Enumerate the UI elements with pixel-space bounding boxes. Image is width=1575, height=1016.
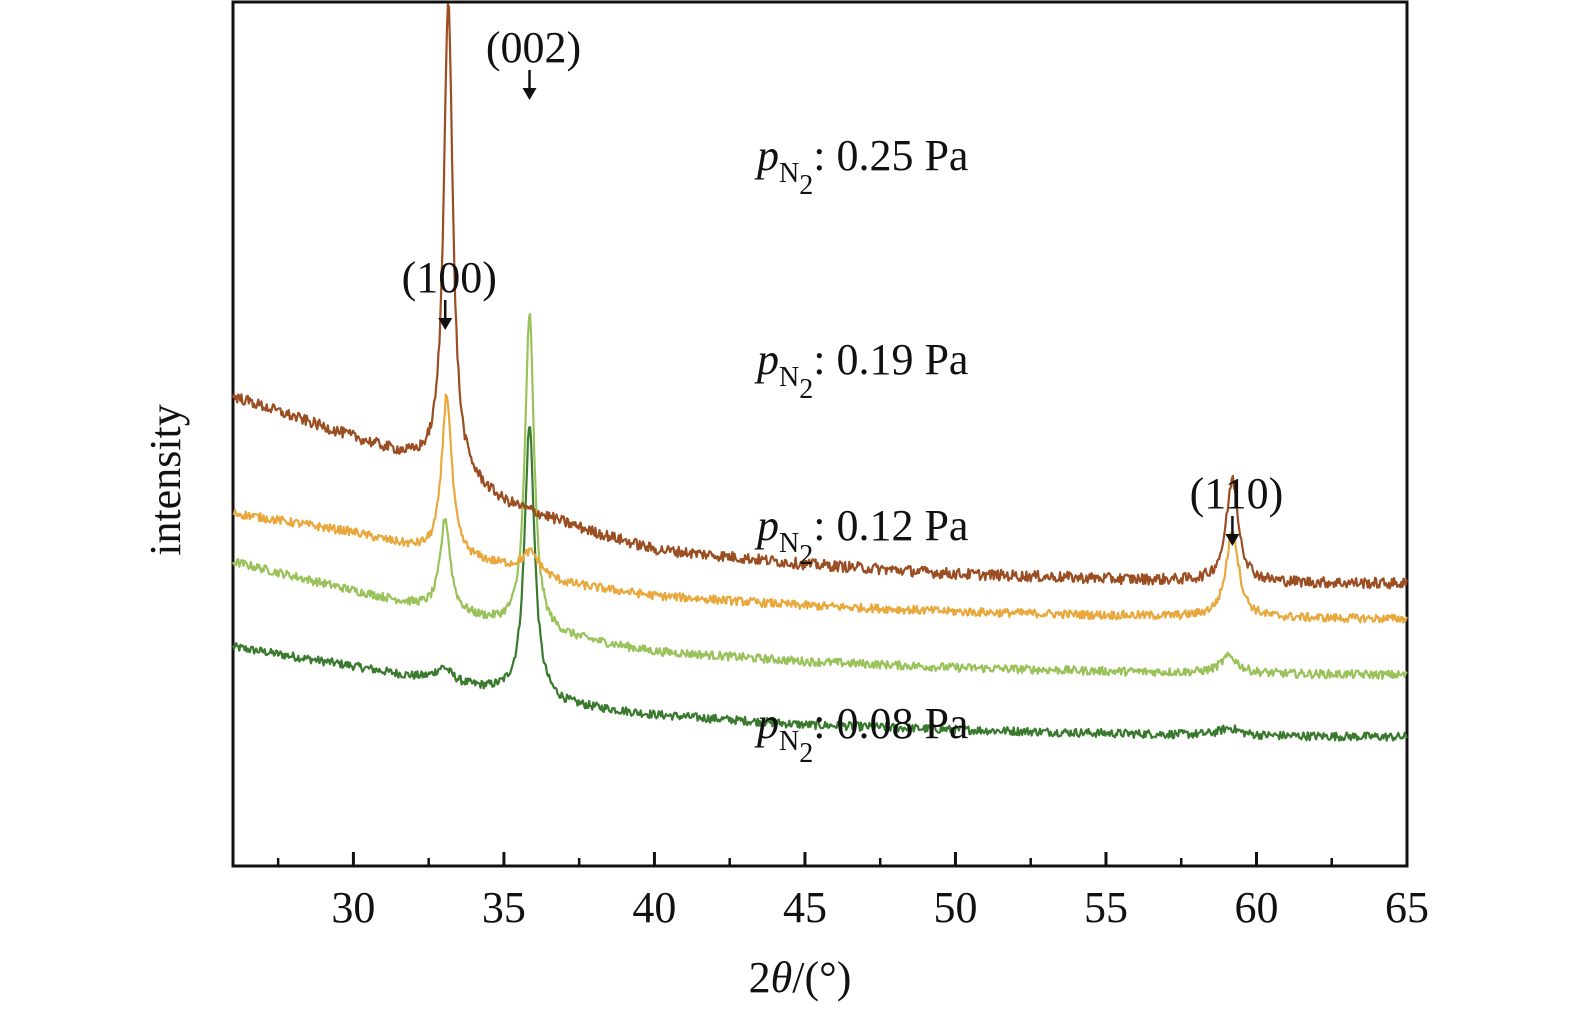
x-tick-label: 65 [1385, 883, 1429, 932]
series-label: pN2: 0.25 Pa [754, 131, 968, 201]
y-axis-title: intensity [141, 404, 190, 556]
peak-arrowhead [438, 318, 453, 330]
x-axis: 30 35 40 45 50 55 60 65 [276, 852, 1429, 932]
peak-arrowhead [1225, 534, 1240, 546]
series-label: pN2: 0.12 Pa [754, 501, 968, 571]
x-tick-label: 45 [783, 883, 827, 932]
series-layer [231, 3, 1408, 742]
x-tick-label: 55 [1084, 883, 1128, 932]
peak-arrowhead [522, 88, 537, 100]
series-line [231, 426, 1408, 742]
x-tick-label: 40 [632, 883, 676, 932]
peak-label: (002) [486, 23, 581, 72]
series-label: pN2: 0.08 Pa [754, 699, 968, 769]
x-axis-title: 2θ/(°) [749, 953, 852, 1002]
series-labels: pN2: 0.25 Pa pN2: 0.19 Pa pN2: 0.12 Pa pN2:… [754, 131, 968, 769]
plot-frame [231, 0, 1409, 868]
series-line [231, 312, 1408, 680]
x-tick-label: 30 [331, 883, 375, 932]
peak-label: (100) [402, 253, 497, 302]
x-tick-label: 60 [1234, 883, 1278, 932]
series-label: pN2: 0.19 Pa [754, 335, 968, 405]
x-tick-label: 50 [933, 883, 977, 932]
x-tick-label: 35 [482, 883, 526, 932]
peak-label: (110) [1190, 469, 1284, 518]
series-line [231, 3, 1408, 590]
peak-annotations: (002) (100) (110) [402, 23, 1284, 546]
series-line [232, 393, 1408, 624]
